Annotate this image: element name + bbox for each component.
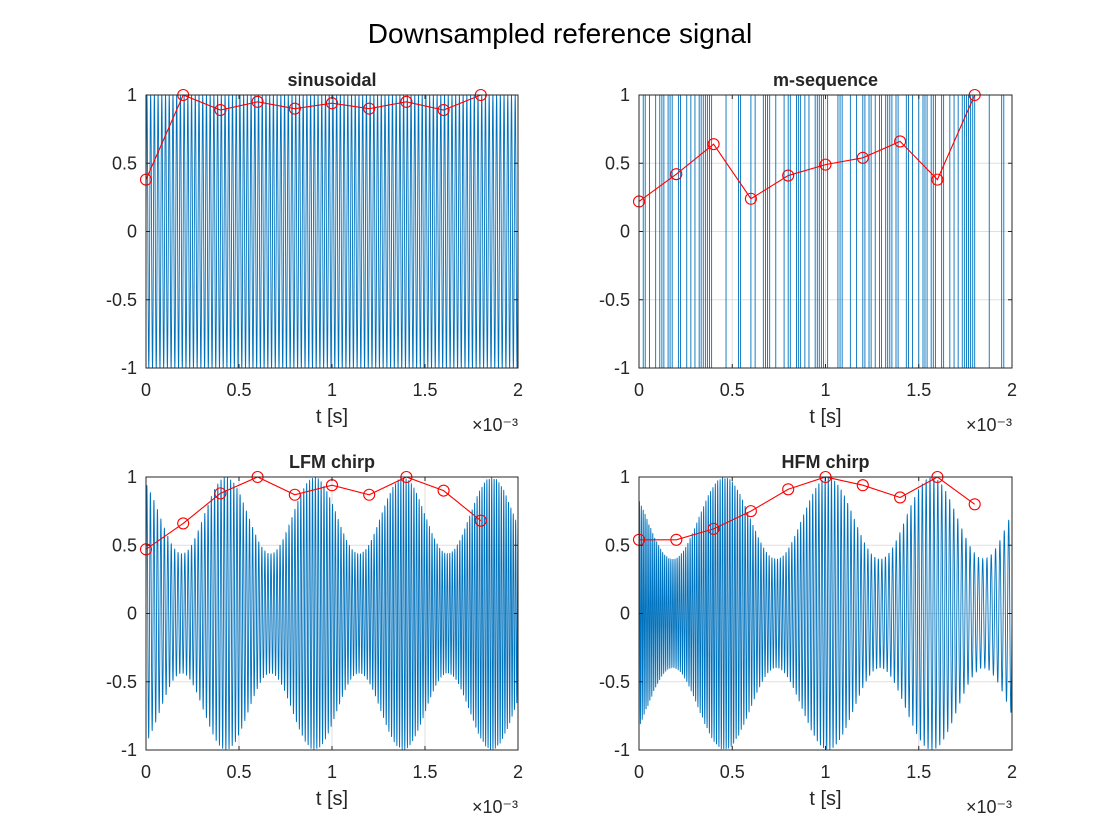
y-tick-label: 0 bbox=[127, 604, 137, 624]
data-point bbox=[894, 135, 907, 148]
y-tick-label: -1 bbox=[121, 740, 137, 760]
x-tick-label: 1 bbox=[820, 380, 830, 400]
y-tick-label: -1 bbox=[614, 358, 630, 378]
data-point bbox=[288, 102, 301, 115]
data-point bbox=[856, 151, 869, 164]
x-axis-label: t [s] bbox=[809, 788, 841, 810]
subplot-sinusoidal: 0 0.5 1 1.5 2 -1 -0.5 0 0.5 1 sinusoidal t [s] ×10⁻³ bbox=[106, 70, 523, 435]
signal-trace bbox=[146, 95, 518, 368]
x-axis-label: t [s] bbox=[316, 788, 348, 810]
x-exponent-label: ×10⁻³ bbox=[966, 415, 1012, 435]
x-exponent-label: ×10⁻³ bbox=[472, 415, 518, 435]
y-tick-label: -0.5 bbox=[599, 672, 630, 692]
data-point bbox=[214, 103, 227, 117]
data-point bbox=[670, 533, 683, 546]
y-tick-label: 0.5 bbox=[605, 153, 630, 173]
x-exponent-label: ×10⁻³ bbox=[966, 797, 1012, 817]
data-point bbox=[968, 498, 981, 511]
data-point bbox=[288, 488, 301, 501]
data-point bbox=[437, 484, 450, 497]
downsampled-line bbox=[638, 94, 976, 202]
x-tick-label: 1 bbox=[327, 762, 337, 782]
subplot-title: LFM chirp bbox=[289, 452, 375, 472]
data-point bbox=[744, 505, 757, 518]
x-tick-label: 0.5 bbox=[226, 762, 251, 782]
x-tick-label: 0 bbox=[634, 380, 644, 400]
data-point bbox=[819, 158, 832, 171]
downsampled-line bbox=[145, 94, 482, 180]
y-tick-label: 1 bbox=[127, 85, 137, 105]
subplot-m-sequence: 0 0.5 1 1.5 2 -1 -0.5 0 0.5 1 m-sequence t [s] ×10⁻³ bbox=[599, 70, 1017, 435]
x-exponent-label: ×10⁻³ bbox=[472, 797, 518, 817]
y-tick-label: 0 bbox=[127, 222, 137, 242]
x-tick-label: 1.5 bbox=[906, 380, 931, 400]
x-tick-label: 0 bbox=[634, 762, 644, 782]
y-tick-label: -0.5 bbox=[106, 672, 137, 692]
data-point bbox=[782, 483, 795, 496]
x-tick-label: 0.5 bbox=[720, 380, 745, 400]
y-tick-label: 1 bbox=[620, 85, 630, 105]
y-tick-label: 0.5 bbox=[605, 535, 630, 555]
y-tick-label: -1 bbox=[121, 358, 137, 378]
data-point bbox=[707, 522, 720, 535]
data-point bbox=[856, 479, 869, 492]
data-point bbox=[363, 488, 376, 501]
subplot-hfm-chirp: 0 0.5 1 1.5 2 -1 -0.5 0 0.5 1 HFM chirp t [s] ×10⁻³ bbox=[599, 452, 1017, 817]
x-tick-label: 2 bbox=[513, 380, 523, 400]
y-tick-label: 0 bbox=[620, 604, 630, 624]
y-tick-label: 1 bbox=[127, 467, 137, 487]
data-point bbox=[707, 138, 720, 151]
x-tick-label: 1.5 bbox=[412, 380, 437, 400]
y-tick-label: -0.5 bbox=[599, 290, 630, 310]
subplot-lfm-chirp: 0 0.5 1 1.5 2 -1 -0.5 0 0.5 1 LFM chirp t [s] ×10⁻³ bbox=[106, 452, 523, 817]
signal-trace bbox=[146, 477, 518, 750]
y-tick-label: 0.5 bbox=[112, 153, 137, 173]
subplot-title: sinusoidal bbox=[287, 70, 376, 90]
x-tick-label: 0.5 bbox=[720, 762, 745, 782]
data-point bbox=[744, 192, 757, 205]
y-tick-label: 0 bbox=[620, 222, 630, 242]
data-point bbox=[670, 168, 683, 181]
data-point bbox=[894, 491, 907, 504]
x-tick-label: 2 bbox=[1007, 762, 1017, 782]
data-point bbox=[251, 95, 264, 108]
subplot-title: HFM chirp bbox=[782, 452, 870, 472]
x-tick-label: 1.5 bbox=[412, 762, 437, 782]
x-tick-label: 2 bbox=[1007, 380, 1017, 400]
data-point bbox=[177, 517, 190, 530]
downsampled-line bbox=[145, 476, 482, 550]
x-tick-label: 0 bbox=[141, 380, 151, 400]
x-tick-label: 1 bbox=[820, 762, 830, 782]
signal-trace bbox=[639, 477, 1012, 750]
y-tick-label: 0.5 bbox=[112, 535, 137, 555]
x-axis-label: t [s] bbox=[809, 406, 841, 428]
data-point bbox=[782, 169, 795, 182]
x-tick-label: 0.5 bbox=[226, 380, 251, 400]
x-axis-label: t [s] bbox=[316, 406, 348, 428]
downsampled-line bbox=[639, 476, 976, 541]
data-point bbox=[363, 102, 376, 115]
y-tick-label: -1 bbox=[614, 740, 630, 760]
data-point bbox=[400, 95, 413, 108]
data-point bbox=[214, 487, 227, 500]
y-tick-label: -0.5 bbox=[106, 290, 137, 310]
data-point bbox=[437, 103, 450, 117]
figure-title: Downsampled reference signal bbox=[367, 18, 753, 49]
subplot-title: m-sequence bbox=[773, 70, 878, 90]
x-tick-label: 0 bbox=[141, 762, 151, 782]
x-tick-label: 2 bbox=[513, 762, 523, 782]
data-point bbox=[474, 514, 487, 527]
data-point bbox=[931, 173, 944, 186]
x-tick-label: 1 bbox=[327, 380, 337, 400]
y-tick-label: 1 bbox=[620, 467, 630, 487]
x-tick-label: 1.5 bbox=[906, 762, 931, 782]
